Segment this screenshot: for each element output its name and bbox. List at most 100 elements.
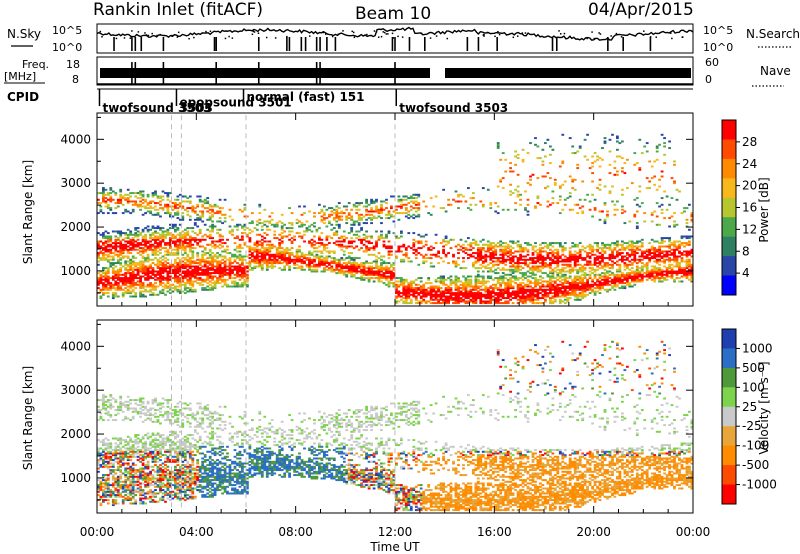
power-cell bbox=[601, 247, 604, 250]
power-cell bbox=[474, 300, 478, 303]
power-cell bbox=[561, 245, 565, 248]
power-cell bbox=[571, 253, 575, 256]
power-cell bbox=[511, 302, 515, 305]
power-cell bbox=[216, 260, 219, 263]
power-cell bbox=[121, 252, 125, 255]
power-cell bbox=[603, 282, 607, 285]
power-cell bbox=[283, 255, 287, 258]
power-cell bbox=[372, 210, 376, 213]
power-cell bbox=[288, 268, 291, 271]
power-cell bbox=[136, 197, 140, 200]
power-cell bbox=[218, 263, 222, 266]
power-cell bbox=[295, 255, 299, 258]
power-cell bbox=[504, 260, 508, 263]
power-cell bbox=[231, 253, 234, 256]
power-cell bbox=[434, 297, 438, 300]
power-cell bbox=[576, 212, 580, 215]
power-cell bbox=[449, 290, 453, 293]
power-cell bbox=[169, 205, 172, 208]
power-cell bbox=[198, 245, 202, 248]
power-cell bbox=[144, 233, 147, 236]
power-cell bbox=[439, 275, 443, 278]
power-cell bbox=[561, 300, 565, 303]
power-cell bbox=[260, 242, 264, 245]
power-cell bbox=[151, 237, 155, 240]
power-cell bbox=[131, 240, 135, 243]
power-cell bbox=[258, 233, 262, 236]
power-cell bbox=[496, 282, 500, 285]
power-cell bbox=[241, 263, 244, 266]
power-cell bbox=[486, 302, 490, 305]
power-cell bbox=[342, 258, 346, 261]
power-cell bbox=[484, 297, 488, 300]
power-cell bbox=[124, 277, 128, 280]
power-cell bbox=[169, 285, 172, 288]
power-cell bbox=[454, 190, 458, 193]
power-cell bbox=[141, 255, 145, 258]
power-cell bbox=[109, 282, 113, 285]
power-cell bbox=[231, 280, 234, 283]
power-cell bbox=[372, 267, 376, 270]
power-cell bbox=[469, 255, 473, 258]
power-cell bbox=[121, 282, 125, 285]
power-cell bbox=[437, 277, 440, 280]
power-cell bbox=[201, 203, 205, 206]
power-cell bbox=[561, 270, 565, 273]
power-cell bbox=[164, 230, 167, 233]
power-cell bbox=[178, 218, 182, 221]
power-cell bbox=[208, 250, 212, 253]
power-cell bbox=[439, 290, 443, 293]
power-cell bbox=[156, 213, 160, 216]
power-cell bbox=[444, 235, 448, 238]
power-cell bbox=[581, 277, 585, 280]
power-cell bbox=[509, 293, 512, 296]
power-cell bbox=[578, 292, 582, 295]
power-cell bbox=[228, 215, 232, 218]
power-cell bbox=[479, 292, 483, 295]
power-cell bbox=[174, 260, 177, 263]
power-cell bbox=[387, 268, 391, 271]
power-cell bbox=[449, 203, 453, 206]
power-cell bbox=[355, 237, 359, 240]
power-cell bbox=[154, 247, 157, 250]
power-cell bbox=[529, 183, 532, 186]
power-heatmap-data bbox=[97, 115, 694, 305]
power-cell bbox=[404, 302, 408, 305]
power-cell bbox=[149, 247, 152, 250]
nsearch-point bbox=[159, 33, 161, 36]
power-cell bbox=[529, 267, 532, 270]
power-cell bbox=[452, 260, 455, 263]
power-cell bbox=[144, 237, 147, 240]
power-cell bbox=[414, 203, 418, 206]
power-cell bbox=[476, 270, 480, 273]
power-cell bbox=[556, 283, 560, 286]
power-cell bbox=[367, 203, 371, 206]
power-cell bbox=[335, 263, 339, 266]
power-cell bbox=[223, 263, 227, 266]
power-cell bbox=[99, 202, 103, 205]
power-cell bbox=[417, 203, 421, 206]
power-cell bbox=[159, 245, 162, 248]
power-cell bbox=[161, 275, 165, 278]
power-cell bbox=[102, 258, 105, 261]
nsearch-point bbox=[231, 37, 234, 39]
power-cell bbox=[104, 273, 108, 276]
power-cell bbox=[109, 237, 113, 240]
power-cell bbox=[106, 295, 110, 298]
power-cell bbox=[593, 292, 597, 295]
power-cell bbox=[496, 260, 500, 263]
power-cell bbox=[154, 275, 157, 278]
power-cell bbox=[149, 210, 152, 213]
power-cell bbox=[424, 233, 428, 236]
power-cell bbox=[350, 242, 354, 245]
power-cell bbox=[258, 265, 262, 268]
power-cell bbox=[454, 283, 458, 286]
power-cell bbox=[509, 190, 512, 193]
power-cell bbox=[561, 248, 565, 251]
power-cell bbox=[556, 265, 560, 268]
power-cell bbox=[392, 267, 396, 270]
power-cell bbox=[255, 240, 259, 243]
power-cell bbox=[546, 283, 550, 286]
power-cell bbox=[181, 277, 185, 280]
power-cell bbox=[241, 225, 244, 228]
